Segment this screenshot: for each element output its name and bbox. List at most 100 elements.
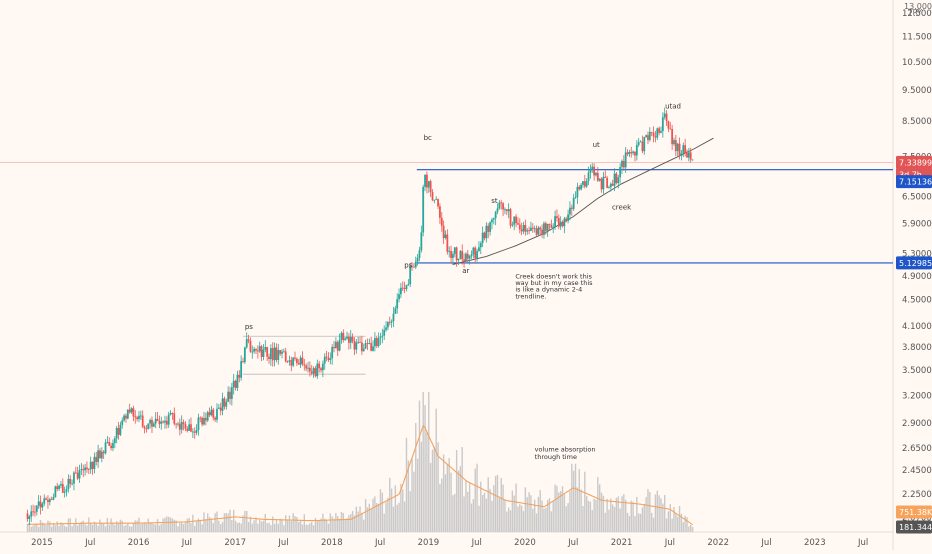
candle-body bbox=[82, 469, 85, 471]
x-tick-label-12: 2021 bbox=[611, 538, 633, 548]
candle-body bbox=[373, 338, 376, 347]
candle-body bbox=[173, 413, 176, 424]
volume-bar bbox=[383, 513, 385, 532]
volume-bar bbox=[563, 494, 566, 532]
candle-body bbox=[169, 412, 172, 415]
volume-bar bbox=[218, 520, 220, 532]
volume-bar bbox=[149, 522, 151, 532]
candle-body bbox=[375, 338, 378, 347]
volume-bar bbox=[441, 478, 443, 532]
volume-bar bbox=[684, 515, 686, 532]
volume-bar bbox=[333, 518, 335, 532]
candle-body bbox=[687, 152, 690, 158]
candle-body bbox=[498, 202, 501, 209]
candle-body bbox=[99, 450, 101, 459]
volume-bar bbox=[621, 496, 623, 532]
volume-bar bbox=[320, 518, 322, 532]
volume-bar bbox=[468, 483, 471, 532]
candle-body bbox=[455, 247, 458, 261]
candle-body bbox=[286, 361, 289, 363]
volume-bar bbox=[162, 518, 164, 532]
candle-body bbox=[152, 423, 155, 427]
volume-bar bbox=[236, 523, 239, 532]
volume-bar bbox=[186, 518, 188, 532]
x-tick-label-10: 2020 bbox=[514, 538, 536, 548]
price-label-bg-last-price bbox=[896, 155, 932, 169]
y-tick-label-13: 3.50000 bbox=[902, 366, 932, 376]
volume-bar bbox=[613, 506, 616, 532]
candle-body bbox=[138, 415, 140, 420]
candle-body bbox=[295, 358, 298, 364]
volume-bar bbox=[270, 525, 272, 532]
volume-bar bbox=[26, 523, 29, 532]
volume-bar bbox=[637, 513, 640, 532]
candle-body bbox=[424, 174, 426, 187]
volume-bar bbox=[377, 503, 380, 532]
candle-body bbox=[531, 227, 534, 229]
candle-body bbox=[115, 428, 118, 439]
volume-bar bbox=[500, 477, 502, 532]
candle-body bbox=[680, 153, 683, 156]
candle-body bbox=[338, 340, 341, 351]
volume-bar bbox=[101, 523, 103, 532]
candle-body bbox=[217, 407, 220, 409]
volume-bar bbox=[63, 525, 66, 532]
volume-bar bbox=[437, 442, 439, 532]
candle-body bbox=[125, 415, 127, 419]
candle-body bbox=[143, 426, 146, 429]
volume-bar bbox=[402, 489, 404, 532]
y-tick-label-7: 5.90000 bbox=[902, 220, 932, 230]
volume-bar bbox=[394, 485, 397, 532]
candle-body bbox=[370, 343, 373, 351]
candle-body bbox=[318, 363, 321, 369]
candle-body bbox=[396, 299, 399, 309]
candle-body bbox=[260, 346, 263, 357]
candle-body bbox=[500, 202, 503, 204]
y-tick-label-6: 6.50000 bbox=[902, 192, 932, 202]
annotation-10: is like a dynamic 2-4 bbox=[515, 286, 582, 294]
x-tick-label-6: 2018 bbox=[321, 538, 343, 548]
candle-body bbox=[359, 342, 361, 343]
candle-body bbox=[593, 166, 596, 176]
candle-body bbox=[505, 209, 508, 212]
candle-body bbox=[550, 224, 553, 228]
volume-bar bbox=[210, 518, 213, 532]
volume-bar bbox=[524, 487, 527, 532]
volume-bar bbox=[76, 525, 79, 532]
volume-bar bbox=[348, 515, 350, 532]
candle-body bbox=[615, 173, 618, 184]
candle-body bbox=[106, 441, 109, 443]
candle-body bbox=[297, 363, 300, 365]
price-label-bg-volume-ma bbox=[896, 505, 932, 519]
candle-body bbox=[336, 341, 339, 351]
candle-body bbox=[468, 256, 471, 259]
candle-body bbox=[331, 346, 334, 359]
candle-body bbox=[546, 223, 549, 231]
candle-body bbox=[63, 491, 66, 493]
candle-body bbox=[190, 424, 192, 432]
price-label-bg-resistance-line bbox=[896, 175, 932, 189]
volume-bar bbox=[303, 514, 306, 532]
candle-body bbox=[223, 398, 226, 407]
volume-bar bbox=[233, 509, 235, 532]
volume-bar bbox=[415, 423, 417, 532]
volume-bar bbox=[47, 520, 49, 532]
candle-body bbox=[214, 417, 217, 420]
candle-body bbox=[48, 499, 51, 503]
volume-bar bbox=[416, 458, 419, 532]
volume-bar bbox=[37, 526, 40, 532]
candle-body bbox=[56, 486, 59, 489]
volume-bar bbox=[294, 516, 296, 532]
volume-bar bbox=[192, 514, 194, 532]
volume-bar bbox=[433, 446, 436, 532]
volume-bar bbox=[262, 520, 265, 532]
volume-bar bbox=[353, 515, 356, 532]
candle-body bbox=[479, 243, 482, 248]
volume-bar bbox=[517, 506, 519, 532]
candle-body bbox=[310, 371, 313, 374]
volume-bar bbox=[329, 513, 332, 532]
volume-bar bbox=[344, 519, 346, 532]
volume-bar bbox=[574, 463, 577, 532]
candle-body bbox=[225, 401, 228, 407]
volume-bar bbox=[264, 513, 266, 532]
